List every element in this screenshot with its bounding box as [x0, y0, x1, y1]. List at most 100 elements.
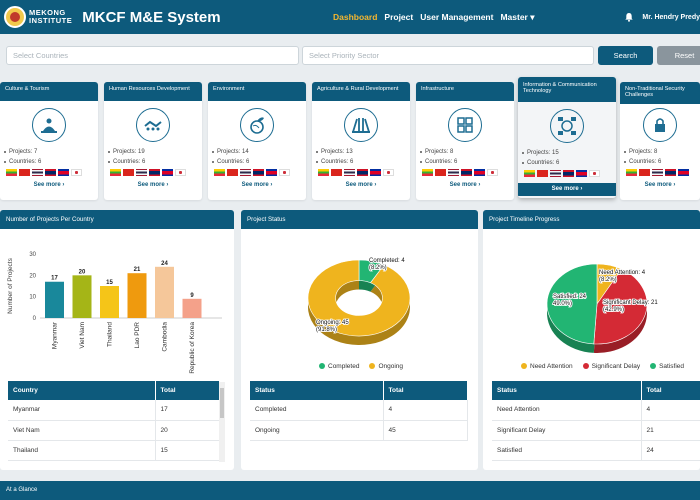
- reset-button[interactable]: Reset: [657, 46, 700, 65]
- sector-card-security[interactable]: Non-Traditional Security Challenges Proj…: [620, 82, 700, 200]
- total-col-header[interactable]: Total: [383, 381, 468, 400]
- search-button[interactable]: Search: [598, 46, 653, 65]
- see-more-button[interactable]: See more ›: [518, 183, 616, 196]
- bell-icon[interactable]: [624, 12, 634, 22]
- table-row: Need Attention 4: [492, 400, 700, 421]
- user-area: Mr. Hendry Predy: [624, 0, 700, 34]
- timeline-table: Status Total Need Attention 4 Significant …: [492, 381, 700, 461]
- sector-card-human-resources[interactable]: Human Resources Development Projects: 19…: [104, 82, 202, 200]
- thailand-flag-icon: [550, 170, 561, 177]
- slice-label: Satisfied: 24: [553, 294, 587, 300]
- x-tick-label: Republic of Korea: [189, 322, 196, 374]
- total-col-header[interactable]: Total: [641, 381, 700, 400]
- see-more-link[interactable]: See more ›: [241, 182, 273, 188]
- slice-label: (8.2%): [599, 277, 617, 283]
- bar-value-label: 15: [106, 280, 113, 286]
- country-flags: [626, 169, 700, 176]
- handshake-icon: [136, 108, 170, 142]
- sector-card-environment[interactable]: Environment Projects: 14 Countries: 6 Se…: [208, 82, 306, 200]
- crops-icon: [344, 108, 378, 142]
- legend-need-attention[interactable]: Need Attention: [521, 363, 573, 370]
- sector-card-agriculture[interactable]: Agriculture & Rural Development Projects…: [312, 82, 410, 200]
- timeline-legend: Need Attention Significant Delay Satisfi…: [521, 363, 684, 370]
- vietnam-flag-icon: [537, 170, 548, 177]
- user-name[interactable]: Mr. Hendry Predy: [642, 13, 700, 21]
- sector-title: Culture & Tourism: [0, 82, 98, 101]
- myanmar-flag-icon: [524, 170, 535, 177]
- main-menu: Dashboard Project User Management Master…: [333, 0, 534, 34]
- table-row: Viet Nam 20: [8, 420, 220, 441]
- see-more-link[interactable]: See more ›: [449, 182, 481, 188]
- y-tick-label: 20: [29, 273, 36, 279]
- see-more-link[interactable]: See more ›: [33, 182, 65, 188]
- country-flags: [318, 169, 410, 176]
- table-row: Completed 4: [250, 400, 468, 421]
- projects-count: Projects: 15: [522, 148, 616, 158]
- app-title: MKCF M&E System: [82, 8, 221, 26]
- thailand-flag-icon: [652, 169, 663, 176]
- table-row: Significant Delay 21: [492, 420, 700, 441]
- menu-project[interactable]: Project: [384, 12, 414, 22]
- x-tick-label: Cambodia: [162, 322, 169, 352]
- thailand-flag-icon: [32, 169, 43, 176]
- status-col-header[interactable]: Status: [492, 381, 642, 400]
- slice-label: Significant Delay: 21: [603, 300, 658, 306]
- logo-line2: INSTITUTE: [29, 16, 73, 25]
- countries-count: Countries: 6: [522, 158, 616, 168]
- korea-flag-icon: [589, 170, 600, 177]
- status-legend: Completed Ongoing: [319, 363, 403, 370]
- country-panel: Number of Projects Per Country 0 10 20 30 Nu…: [0, 210, 234, 470]
- sector-title: Human Resources Development: [104, 82, 202, 101]
- country-flags: [214, 169, 306, 176]
- cambodia-flag-icon: [58, 169, 69, 176]
- cambodia-flag-icon: [370, 169, 381, 176]
- see-more-link[interactable]: See more ›: [644, 182, 676, 188]
- table-scrollbar[interactable]: [219, 382, 225, 462]
- laos-flag-icon: [461, 169, 472, 176]
- vietnam-flag-icon: [435, 169, 446, 176]
- slice-label: Completed: 4: [369, 258, 405, 264]
- legend-ongoing[interactable]: Ongoing: [369, 363, 403, 370]
- table-row: Myanmar 17: [8, 400, 220, 421]
- total-col-header[interactable]: Total: [155, 381, 220, 400]
- projects-count: Projects: 8: [420, 147, 514, 157]
- menu-master[interactable]: Master ▾: [500, 11, 535, 22]
- bar-value-label: 9: [190, 293, 194, 299]
- legend-significant-delay[interactable]: Significant Delay: [582, 363, 640, 370]
- countries-select[interactable]: Select Countries: [6, 46, 299, 65]
- mekong-institute-logo[interactable]: MEKONG INSTITUTE: [4, 6, 72, 28]
- y-tick-label: 0: [33, 316, 37, 322]
- top-navbar: MEKONG INSTITUTE MKCF M&E System Dashboa…: [0, 0, 700, 34]
- legend-completed[interactable]: Completed: [319, 363, 359, 370]
- country-col-header[interactable]: Country: [8, 381, 156, 400]
- see-more-link[interactable]: See more ›: [345, 182, 377, 188]
- projects-count: Projects: 8: [624, 147, 700, 157]
- sector-card-culture-tourism[interactable]: Culture & Tourism Projects: 7 Countries:…: [0, 82, 98, 200]
- menu-user-management[interactable]: User Management: [420, 12, 494, 22]
- status-table: Status Total Completed 4 Ongoing 45: [250, 381, 468, 441]
- bar-value-label: 24: [161, 261, 168, 267]
- table-row: Thailand 15: [8, 440, 220, 461]
- status-panel: Project Status Completed: 4 (8.2%) Ongoing…: [241, 210, 478, 470]
- slice-label: (8.2%): [369, 265, 387, 271]
- bar-value-label: 17: [51, 276, 58, 282]
- vietnam-flag-icon: [639, 169, 650, 176]
- laos-flag-icon: [665, 169, 676, 176]
- status-col-header[interactable]: Status: [250, 381, 384, 400]
- bar-viet-nam: [72, 275, 92, 318]
- country-flags: [6, 169, 98, 176]
- laos-flag-icon: [149, 169, 160, 176]
- sector-card-ict[interactable]: Information & Communication Technology P…: [518, 77, 616, 198]
- see-more-link[interactable]: See more ›: [137, 182, 169, 188]
- countries-count: Countries: 6: [212, 157, 306, 167]
- country-flags: [422, 169, 514, 176]
- menu-dashboard[interactable]: Dashboard: [333, 12, 378, 22]
- vietnam-flag-icon: [123, 169, 134, 176]
- slice-significant-delay: [593, 268, 648, 345]
- myanmar-flag-icon: [6, 169, 17, 176]
- korea-flag-icon: [71, 169, 82, 176]
- sector-card-infrastructure[interactable]: Infrastructure Projects: 8 Countries: 6 …: [416, 82, 514, 200]
- priority-sector-select[interactable]: Select Priority Sector: [302, 46, 594, 65]
- country-panel-title: Number of Projects Per Country: [0, 210, 234, 229]
- legend-satisfied[interactable]: Satisfied: [650, 363, 684, 370]
